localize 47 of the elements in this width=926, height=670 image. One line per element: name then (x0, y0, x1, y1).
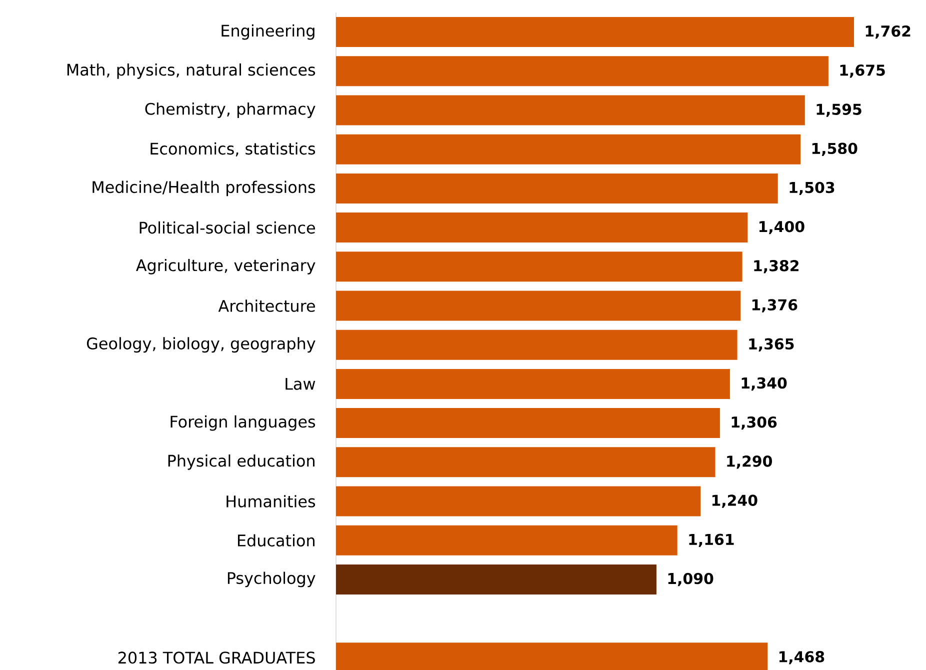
bar (336, 95, 805, 126)
data-label: 1,675 (840, 64, 885, 78)
y-tick-label: Humanities (226, 495, 316, 508)
bar (336, 56, 828, 86)
data-label: 1,595 (816, 104, 862, 117)
y-tick-label: Engineering (222, 24, 314, 40)
data-label: 1,290 (727, 456, 772, 469)
bar (336, 134, 800, 164)
bar (336, 290, 741, 321)
y-tick-label: Math, physics, natural sciences (67, 63, 316, 79)
y-tick-label: Chemistry, pharmacy (145, 102, 316, 118)
data-label: 1,365 (749, 338, 794, 352)
y-tick-label: Law (286, 378, 316, 390)
data-label: 1,762 (866, 25, 910, 39)
data-label: 1,400 (759, 220, 804, 234)
data-label: 1,503 (790, 182, 834, 196)
data-label: 1,161 (689, 534, 734, 547)
data-label: 1,240 (712, 494, 758, 508)
y-tick-label: Geology, biology, geography (86, 337, 316, 353)
data-label: 1,376 (752, 299, 798, 312)
y-tick-label: 2013 TOTAL GRADUATES (118, 652, 315, 664)
data-label: 1,580 (812, 142, 858, 156)
y-tick-label: Physical education (168, 454, 314, 470)
y-tick-label: Political-social science (140, 221, 315, 234)
bar (336, 525, 678, 556)
bar (336, 447, 716, 478)
y-tick-label: Medicine/Health professions (92, 180, 316, 196)
y-tick-label: Foreign languages (170, 415, 316, 431)
y-tick-label: Agriculture, veterinary (136, 258, 316, 274)
bar (336, 330, 738, 360)
bar (336, 173, 778, 204)
bar (336, 252, 742, 282)
data-label: 1,382 (754, 260, 798, 274)
bar (336, 17, 854, 48)
y-tick-label: Psychology (228, 572, 316, 588)
bar (336, 212, 748, 243)
data-label: 1,340 (742, 377, 787, 391)
bar (336, 486, 701, 516)
y-tick-label: Architecture (218, 300, 315, 312)
y-tick-label: Economics, statistics (150, 142, 316, 156)
bar (336, 368, 730, 399)
data-label: 1,468 (779, 651, 824, 664)
y-tick-label: Education (238, 534, 314, 547)
bar (336, 564, 656, 594)
bar (336, 408, 720, 438)
data-label: 1,306 (732, 416, 777, 430)
data-label: 1,090 (668, 572, 714, 586)
